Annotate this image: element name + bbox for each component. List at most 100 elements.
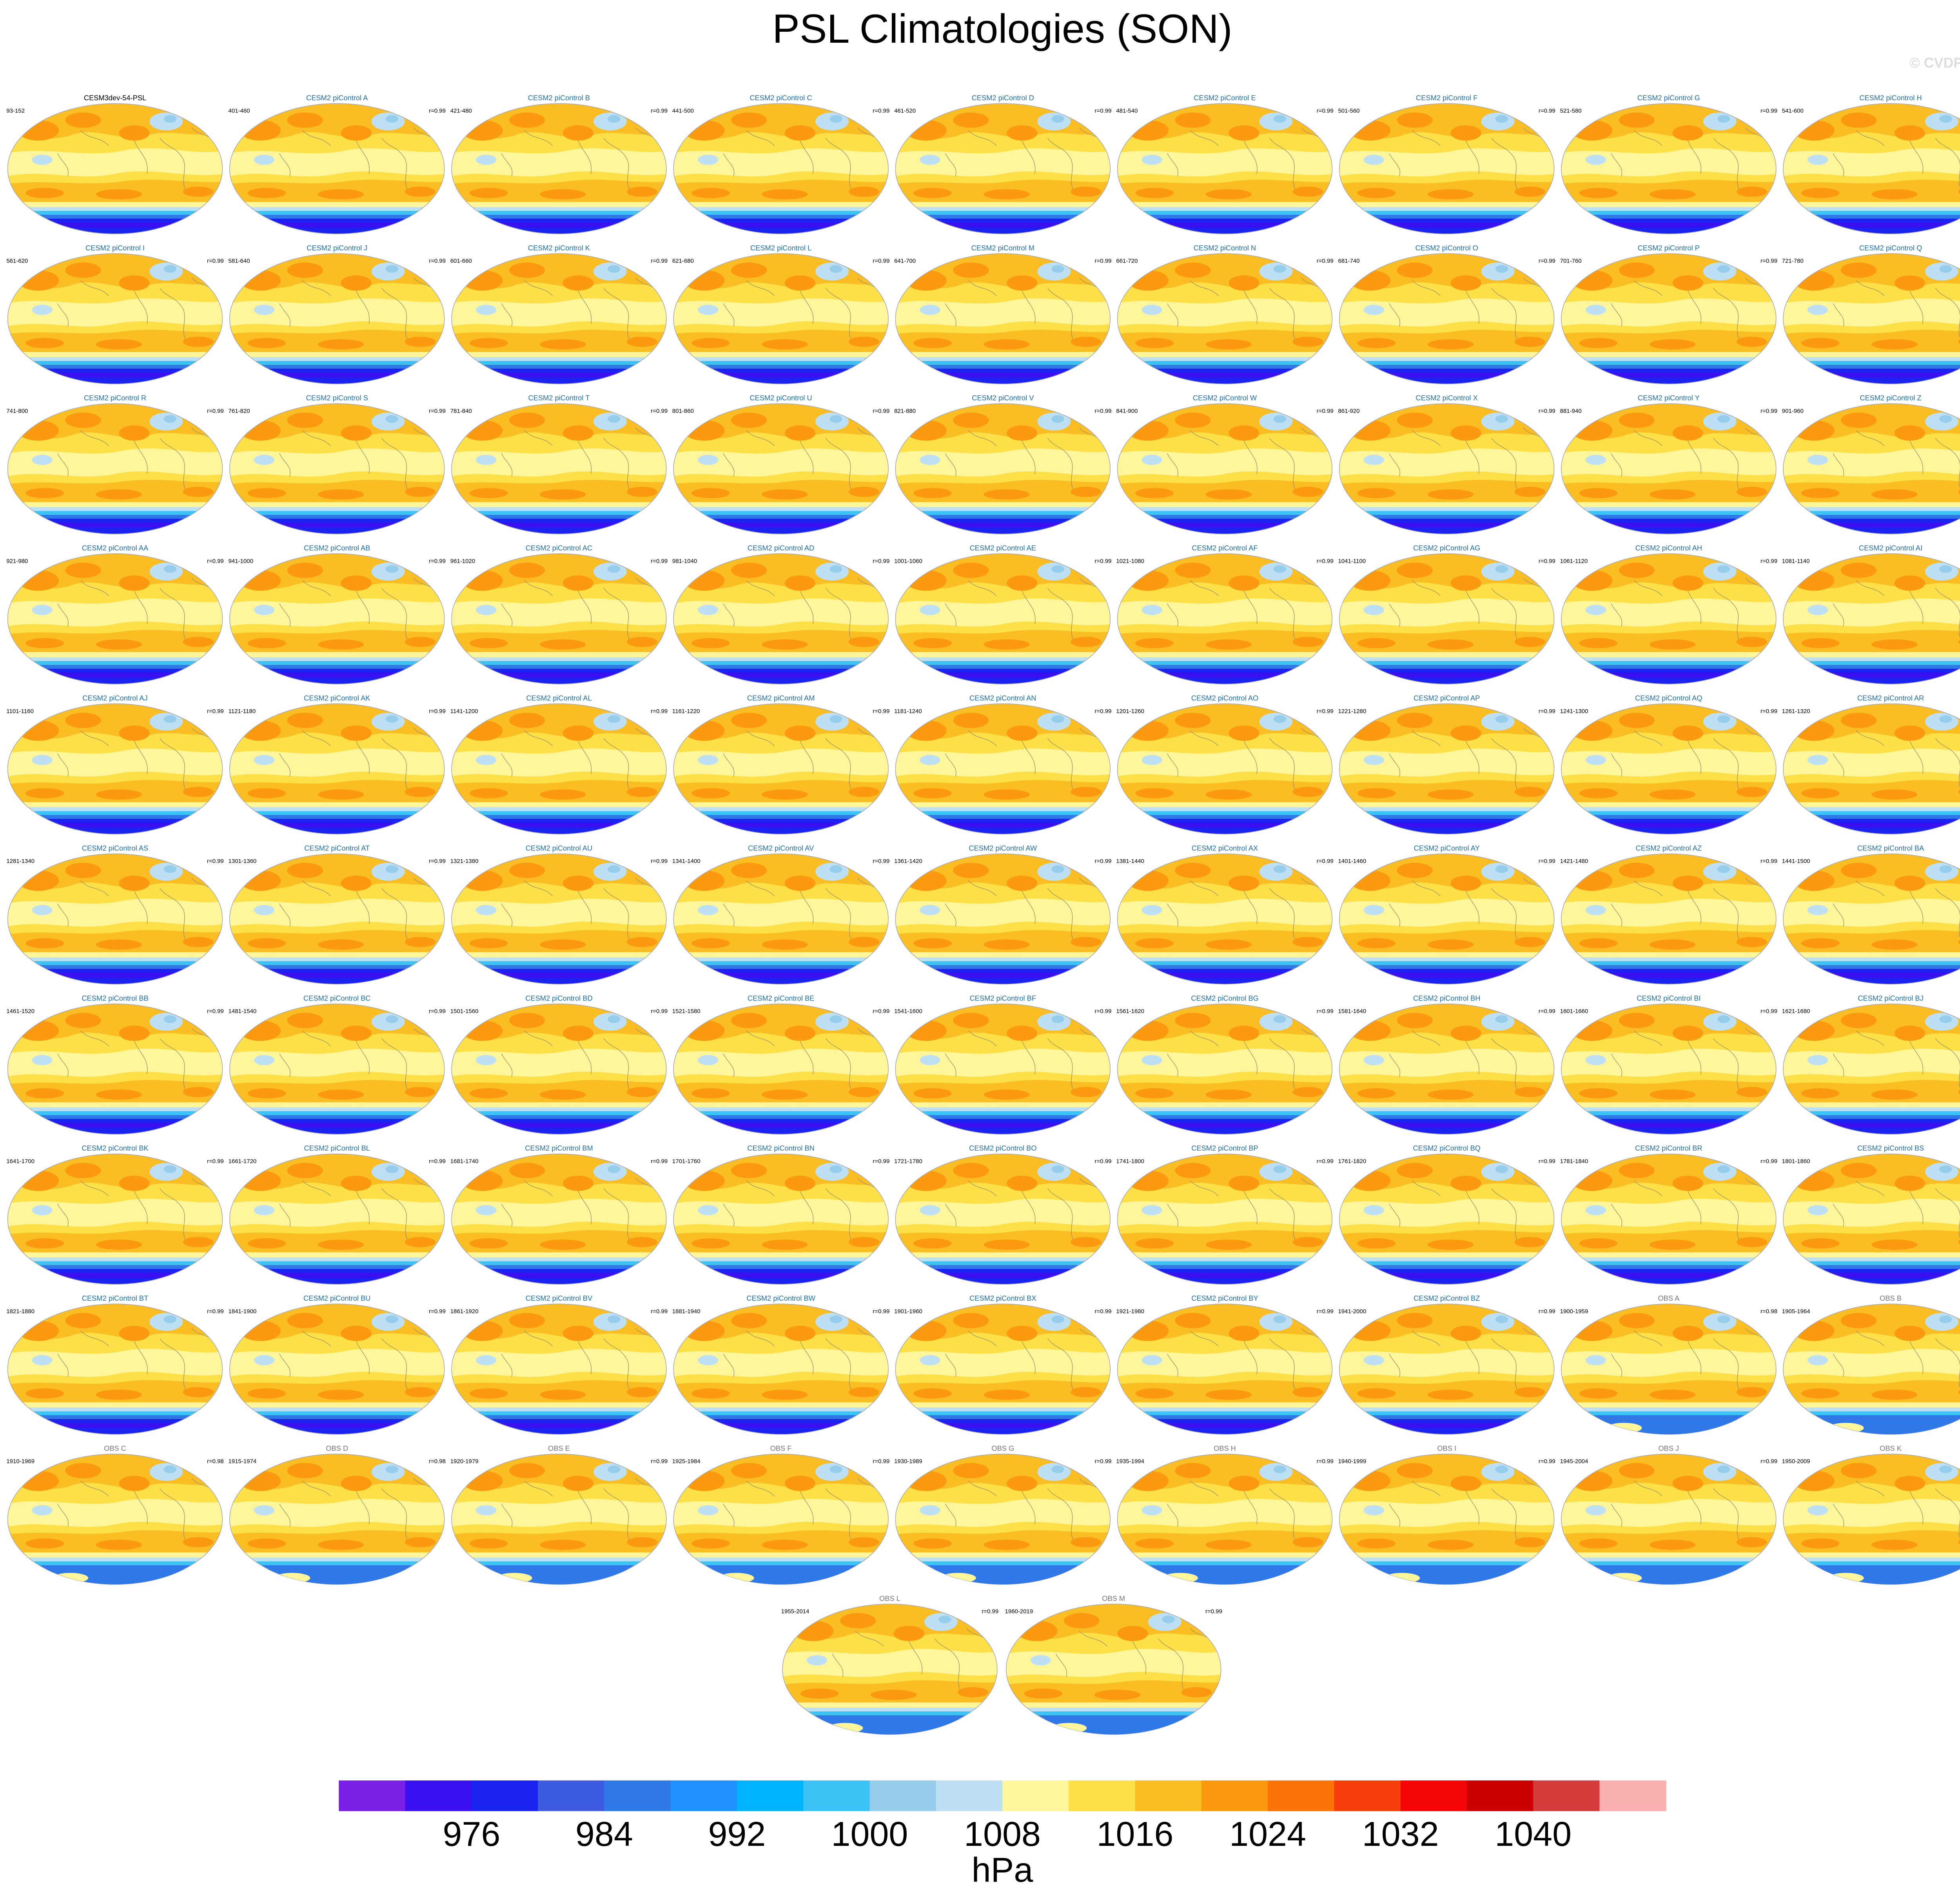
map (1116, 402, 1333, 535)
map (1782, 1303, 1960, 1436)
map-panel: 1960-2019 OBS M r=0.99 (1005, 1594, 1222, 1736)
panel-years: 1945-2004 (1560, 1458, 1588, 1465)
map-panel: 461-520 CESM2 piControl D r=0.99 (894, 94, 1112, 235)
panel-title: CESM2 piControl BZ (1414, 1294, 1480, 1302)
map-panel: 1861-1920 CESM2 piControl BV r=0.99 (450, 1294, 668, 1436)
panel-years: 1901-1960 (894, 1308, 922, 1315)
map-panel: 1641-1700 CESM2 piControl BK r=0.99 (6, 1144, 223, 1285)
map-panel: 1501-1560 CESM2 piControl BD r=0.99 (450, 994, 668, 1135)
map-panel: 1301-1360 CESM2 piControl AT r=0.99 (229, 844, 446, 985)
map-panel: 1541-1600 CESM2 piControl BF r=0.99 (894, 994, 1112, 1135)
panel-years: 541-600 (1782, 108, 1804, 114)
panel-correlation: r=0.99 (1539, 108, 1555, 114)
map (1116, 852, 1333, 985)
panel-years: 421-480 (450, 108, 472, 114)
panel-correlation: r=0.99 (1539, 558, 1555, 564)
panel-correlation: r=0.99 (651, 408, 668, 414)
colorbar-box (869, 1780, 936, 1811)
map (6, 252, 223, 385)
panel-title: CESM2 piControl AB (304, 544, 370, 552)
map (6, 702, 223, 835)
panel-correlation: r=0.99 (651, 1008, 668, 1015)
colorbar-box (1466, 1780, 1534, 1811)
map (450, 852, 668, 985)
map (1782, 402, 1960, 535)
watermark: © CVDP-LE (1909, 55, 1960, 71)
panel-title: OBS I (1437, 1444, 1456, 1452)
map-panel: 1925-1984 OBS F r=0.99 (672, 1444, 889, 1586)
map-panel: 1741-1800 CESM2 piControl BP r=0.99 (1116, 1144, 1334, 1285)
map-panel: 921-980 CESM2 piControl AA r=0.99 (6, 544, 223, 685)
map (1116, 1453, 1333, 1586)
map-panel: 401-460 CESM2 piControl A r=0.99 (229, 94, 446, 235)
panel-correlation: r=0.99 (1317, 108, 1334, 114)
map (672, 702, 889, 835)
map (1560, 402, 1777, 535)
map (450, 553, 668, 685)
panel-title: CESM2 piControl BQ (1413, 1144, 1480, 1152)
panel-years: 1321-1380 (450, 858, 479, 865)
panel-years: 781-840 (450, 408, 472, 414)
map (1560, 1303, 1777, 1436)
map-panel: 1561-1620 CESM2 piControl BG r=0.99 (1116, 994, 1334, 1135)
map-panel: 421-480 CESM2 piControl B r=0.99 (450, 94, 668, 235)
map-panel: 961-1020 CESM2 piControl AC r=0.99 (450, 544, 668, 685)
panel-title: CESM2 piControl B (528, 94, 590, 102)
map (1782, 252, 1960, 385)
map (1005, 1603, 1222, 1736)
panel-years: 1081-1140 (1782, 558, 1810, 564)
panel-title: OBS F (770, 1444, 792, 1452)
panel-correlation: r=0.99 (1539, 1458, 1555, 1465)
panel-years: 1900-1959 (1560, 1308, 1588, 1315)
map-panel: 1281-1340 CESM2 piControl AS r=0.99 (6, 844, 223, 985)
map-panel: 621-680 CESM2 piControl L r=0.99 (672, 244, 889, 385)
panel-title: CESM2 piControl AR (1857, 694, 1924, 702)
panel-title: CESM2 piControl AC (526, 544, 592, 552)
panel-title: OBS L (879, 1594, 900, 1602)
map (1560, 1153, 1777, 1285)
panel-title: CESM2 piControl E (1194, 94, 1256, 102)
map-panel: 1321-1380 CESM2 piControl AU r=0.99 (450, 844, 668, 985)
map (1782, 1002, 1960, 1135)
map-panel: 981-1040 CESM2 piControl AD r=0.99 (672, 544, 889, 685)
map-panel: 1161-1220 CESM2 piControl AM r=0.99 (672, 694, 889, 836)
panel-years: 1721-1780 (894, 1158, 922, 1165)
panel-title: CESM2 piControl C (750, 94, 812, 102)
panel-correlation: r=0.99 (1095, 108, 1112, 114)
map-panel: 1021-1080 CESM2 piControl AF r=0.99 (1116, 544, 1334, 685)
panel-years: 1801-1860 (1782, 1158, 1810, 1165)
panel-title: CESM2 piControl AW (969, 844, 1037, 852)
map (672, 1153, 889, 1285)
panel-correlation: r=0.99 (873, 1158, 889, 1165)
map-panel: 1401-1460 CESM2 piControl AY r=0.99 (1338, 844, 1555, 985)
panel-years: 1921-1980 (1116, 1308, 1144, 1315)
panel-correlation: r=0.99 (1760, 858, 1777, 865)
map-panel: 441-500 CESM2 piControl C r=0.99 (672, 94, 889, 235)
map (6, 553, 223, 685)
panel-years: 1761-1820 (1338, 1158, 1366, 1165)
panel-correlation: r=0.99 (1317, 708, 1334, 714)
panel-correlation: r=0.99 (1317, 408, 1334, 414)
panel-grid: 93-152 CESM3dev-54-PSL 401-460 CESM2 piCont… (6, 94, 1960, 1736)
map-panel: 481-540 CESM2 piControl E r=0.99 (1116, 94, 1334, 235)
panel-correlation: r=0.99 (1760, 408, 1777, 414)
panel-correlation: r=0.99 (1317, 558, 1334, 564)
panel-correlation: r=0.99 (429, 1008, 446, 1015)
map (229, 1002, 446, 1135)
panel-correlation: r=0.99 (1095, 408, 1112, 414)
panel-correlation: r=0.99 (1760, 708, 1777, 714)
panel-title: CESM2 piControl BO (969, 1144, 1036, 1152)
map (229, 852, 446, 985)
colorbar-box (1135, 1780, 1202, 1811)
map (894, 402, 1111, 535)
panel-years: 1781-1840 (1560, 1158, 1588, 1165)
panel-correlation: r=0.99 (1317, 858, 1334, 865)
panel-title: OBS E (548, 1444, 570, 1452)
panel-correlation: r=0.99 (429, 258, 446, 265)
map (1338, 702, 1555, 835)
panel-title: CESM2 piControl AX (1192, 844, 1258, 852)
map-panel: 1041-1100 CESM2 piControl AG r=0.99 (1338, 544, 1555, 685)
panel-correlation: r=0.99 (1317, 258, 1334, 265)
